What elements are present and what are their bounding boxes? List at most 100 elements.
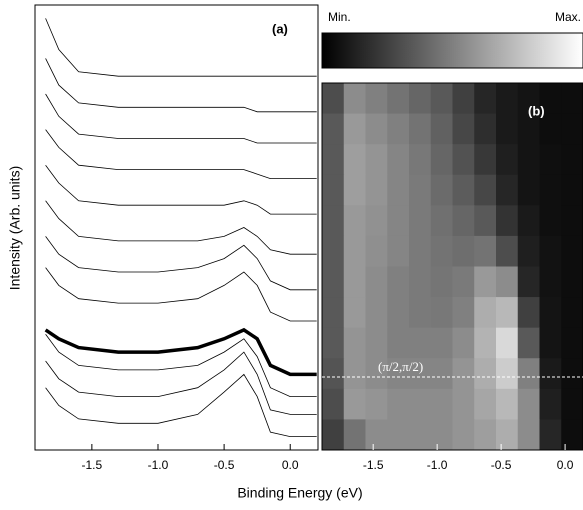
map-cell <box>343 113 366 145</box>
map-cell <box>387 327 410 359</box>
panel-label: (a) <box>272 21 288 36</box>
map-cell <box>561 327 583 359</box>
map-cell <box>474 327 497 359</box>
map-cell <box>517 235 540 267</box>
map-cell <box>496 358 519 390</box>
map-cell <box>365 419 388 451</box>
x-tick-label: 0.0 <box>557 458 574 472</box>
map-cell <box>343 327 366 359</box>
y-axis-label: Intensity (Arb. units) <box>7 166 23 291</box>
map-cell <box>539 144 562 176</box>
map-cell <box>496 205 519 237</box>
map-cell <box>561 388 583 420</box>
map-cell <box>430 297 453 329</box>
map-cell <box>496 266 519 298</box>
map-cell <box>322 358 345 390</box>
map-cell <box>365 144 388 176</box>
map-cell <box>561 205 583 237</box>
map-cell <box>496 83 519 115</box>
colorbar-max: Max. <box>555 10 581 24</box>
map-cell <box>322 297 345 329</box>
map-cell <box>496 144 519 176</box>
map-cell <box>343 144 366 176</box>
map-cell <box>409 327 432 359</box>
spectrum-line <box>44 327 317 377</box>
map-cell <box>430 266 453 298</box>
map-cell <box>496 327 519 359</box>
spectrum-line <box>45 267 317 322</box>
spectrum-line <box>45 93 317 144</box>
map-cell <box>452 297 475 329</box>
map-cell <box>365 327 388 359</box>
map-cell <box>561 83 583 115</box>
map-cell <box>322 205 345 237</box>
map-cell <box>387 235 410 267</box>
spectrum-line <box>45 373 317 437</box>
map-cell <box>474 297 497 329</box>
map-cell <box>452 327 475 359</box>
map-cell <box>452 144 475 176</box>
map-cell <box>409 174 432 206</box>
map-cell <box>452 174 475 206</box>
map-cell <box>409 266 432 298</box>
map-cell <box>474 144 497 176</box>
map-cell <box>430 113 453 145</box>
spectrum-line <box>45 351 317 415</box>
map-cell <box>561 174 583 206</box>
map-cell <box>430 83 453 115</box>
map-cell <box>474 358 497 390</box>
map-cell <box>409 205 432 237</box>
map-cell <box>343 235 366 267</box>
frame-b <box>321 82 583 451</box>
map-cell <box>474 388 497 420</box>
frame-a <box>34 4 319 451</box>
map-cell <box>387 358 410 390</box>
x-tick-label: 0.0 <box>282 458 299 472</box>
map-cell <box>322 419 345 451</box>
map-cell <box>409 358 432 390</box>
map-cell <box>474 205 497 237</box>
map-cell <box>409 113 432 145</box>
map-cell <box>343 266 366 298</box>
annotation: (π/2,π/2) <box>378 359 423 374</box>
map-cell <box>387 113 410 145</box>
x-tick-label: -1.0 <box>427 458 448 472</box>
map-cell <box>539 419 562 451</box>
map-cell <box>452 235 475 267</box>
map-cell <box>561 235 583 267</box>
map-cell <box>322 388 345 420</box>
map-cell <box>539 266 562 298</box>
map-cell <box>343 419 366 451</box>
map-cell <box>496 297 519 329</box>
map-cell <box>474 83 497 115</box>
map-cell <box>539 327 562 359</box>
spectrum-line <box>45 334 317 397</box>
map-cell <box>452 388 475 420</box>
colorbar <box>321 32 583 69</box>
map-cell <box>322 144 345 176</box>
spectrum-line <box>45 236 317 291</box>
map-cell <box>430 327 453 359</box>
map-cell <box>496 235 519 267</box>
map-cell <box>539 83 562 115</box>
panel-label: (b) <box>528 103 545 118</box>
x-axis-label: Binding Energy (eV) <box>237 485 362 501</box>
map-cell <box>430 174 453 206</box>
map-cell <box>322 174 345 206</box>
map-cell <box>343 174 366 206</box>
x-tick-label: -1.5 <box>363 458 384 472</box>
map-cell <box>430 358 453 390</box>
map-cell <box>343 205 366 237</box>
map-cell <box>517 113 540 145</box>
x-tick-label: -0.5 <box>214 458 235 472</box>
map-cell <box>387 83 410 115</box>
map-cell <box>322 327 345 359</box>
map-cell <box>365 205 388 237</box>
map-cell <box>452 358 475 390</box>
map-cell <box>517 174 540 206</box>
map-cell <box>387 174 410 206</box>
x-tick-label: -1.5 <box>82 458 103 472</box>
map-cell <box>561 144 583 176</box>
map-cell <box>517 419 540 451</box>
